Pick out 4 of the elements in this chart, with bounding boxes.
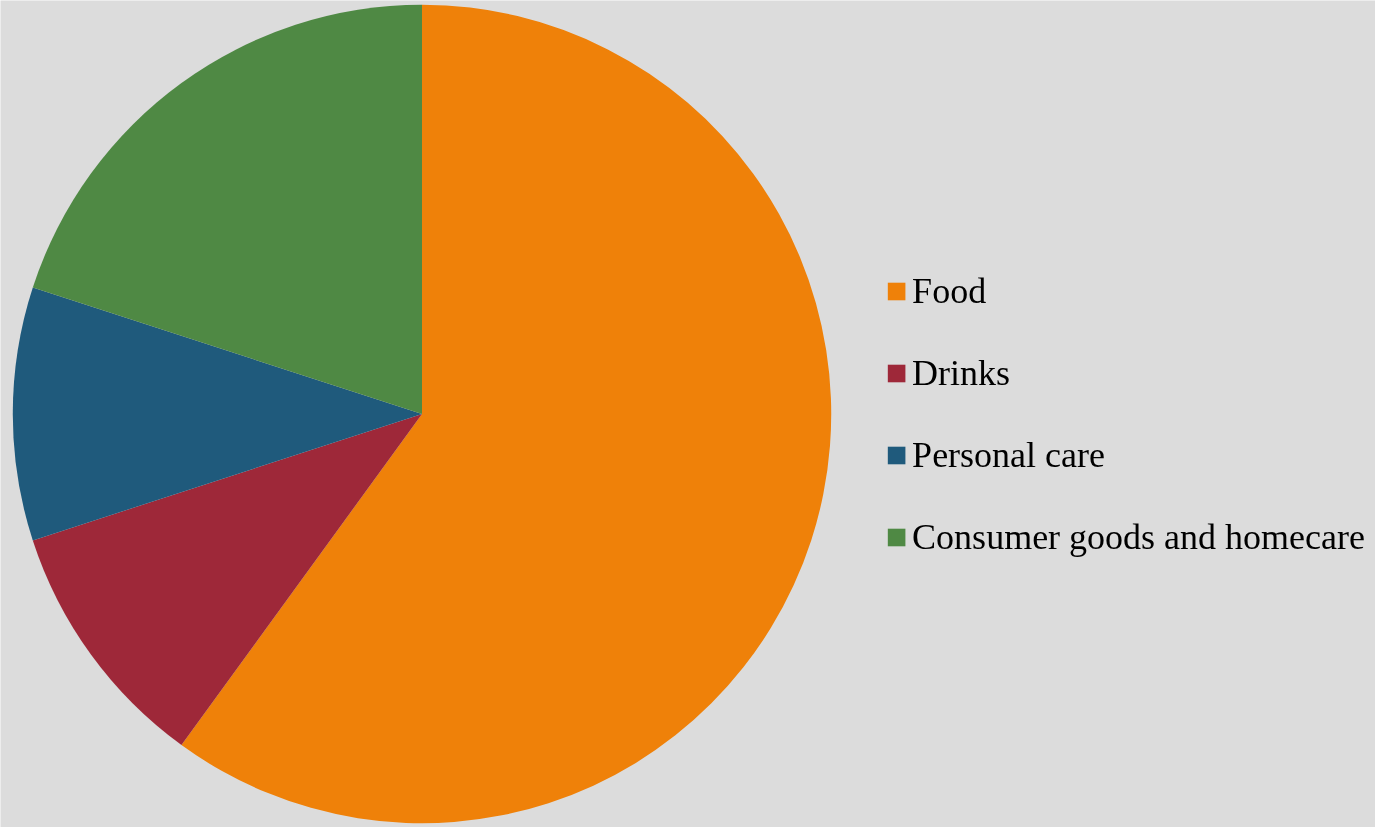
legend-label: Personal care — [912, 433, 1106, 476]
legend-label: Consumer goods and homecare — [912, 515, 1365, 558]
legend-label: Food — [912, 269, 988, 312]
legend-label: Drinks — [912, 351, 1012, 394]
